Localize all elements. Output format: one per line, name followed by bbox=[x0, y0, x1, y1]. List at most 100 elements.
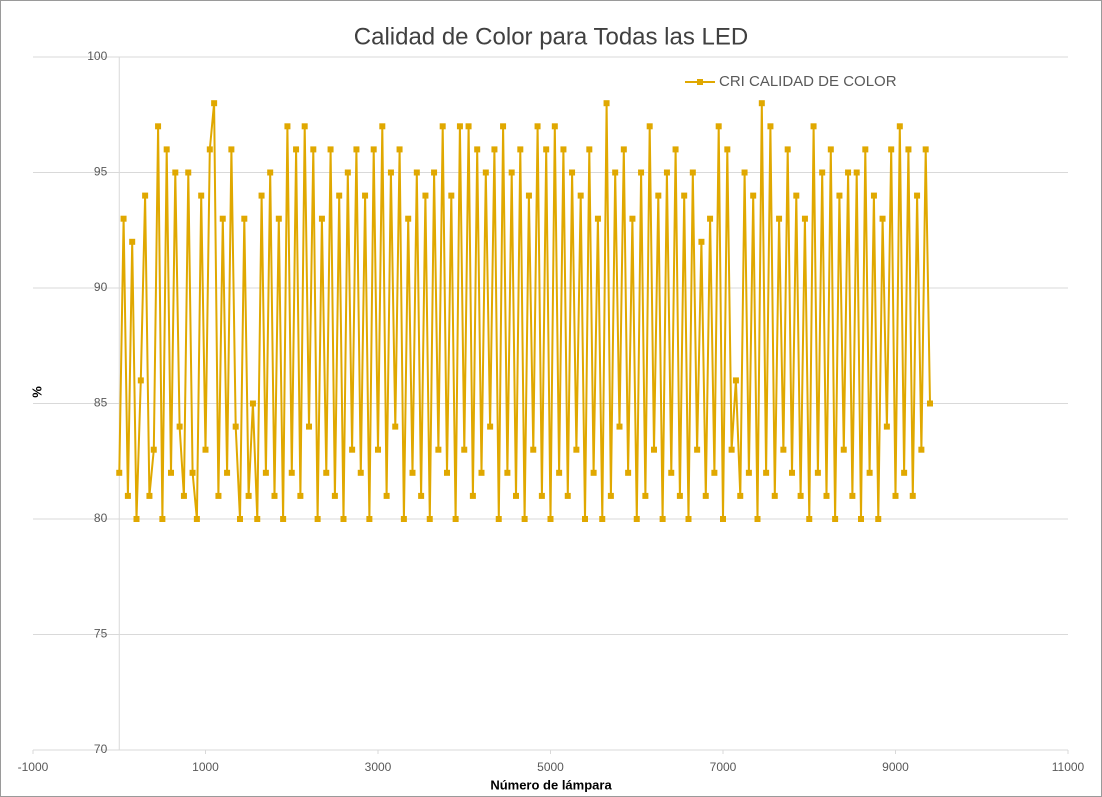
data-point bbox=[284, 123, 291, 130]
data-point bbox=[375, 446, 381, 453]
data-point bbox=[594, 215, 601, 222]
data-point bbox=[146, 492, 153, 499]
data-point bbox=[560, 146, 567, 153]
data-point bbox=[888, 146, 895, 153]
data-point bbox=[120, 215, 127, 222]
data-point bbox=[707, 215, 714, 222]
data-point bbox=[478, 469, 485, 476]
data-point bbox=[556, 469, 563, 476]
data-point bbox=[331, 492, 338, 499]
data-point bbox=[310, 146, 317, 153]
data-point bbox=[461, 446, 468, 453]
data-point bbox=[836, 192, 843, 199]
data-point bbox=[504, 469, 511, 476]
data-point bbox=[620, 146, 627, 153]
data-point bbox=[586, 146, 593, 153]
data-point bbox=[711, 469, 718, 476]
data-point bbox=[616, 423, 623, 430]
data-point bbox=[927, 400, 933, 407]
x-tick-label: 5000 bbox=[537, 760, 564, 774]
data-point bbox=[271, 492, 278, 499]
y-tick-label: 75 bbox=[94, 627, 108, 641]
data-point bbox=[258, 192, 265, 199]
data-point bbox=[638, 169, 645, 176]
data-point bbox=[456, 123, 463, 130]
data-point bbox=[801, 215, 808, 222]
data-point bbox=[780, 446, 787, 453]
data-point bbox=[500, 123, 507, 130]
data-point bbox=[288, 469, 295, 476]
data-point bbox=[318, 215, 325, 222]
data-point bbox=[418, 492, 425, 499]
data-point bbox=[892, 492, 899, 499]
data-point bbox=[905, 146, 912, 153]
data-point bbox=[784, 146, 791, 153]
data-point bbox=[193, 516, 200, 522]
data-point bbox=[245, 492, 252, 499]
data-point bbox=[336, 192, 343, 199]
legend-marker bbox=[697, 79, 703, 85]
data-point bbox=[832, 516, 839, 522]
data-point bbox=[262, 469, 269, 476]
data-point bbox=[349, 446, 356, 453]
data-point bbox=[676, 492, 683, 499]
data-point bbox=[819, 169, 826, 176]
data-point bbox=[823, 492, 830, 499]
data-point bbox=[172, 169, 179, 176]
y-tick-label: 80 bbox=[94, 511, 108, 525]
data-point bbox=[254, 516, 261, 522]
data-point bbox=[168, 469, 174, 476]
data-point bbox=[267, 169, 274, 176]
data-point bbox=[405, 215, 412, 222]
data-point bbox=[357, 469, 364, 476]
data-point bbox=[702, 492, 709, 499]
data-point bbox=[715, 123, 722, 130]
data-point bbox=[771, 492, 778, 499]
data-point bbox=[668, 469, 675, 476]
data-point bbox=[909, 492, 916, 499]
data-point bbox=[922, 146, 929, 153]
data-point bbox=[124, 492, 131, 499]
x-tick-label: 9000 bbox=[882, 760, 909, 774]
data-point bbox=[426, 516, 433, 522]
data-point bbox=[883, 423, 890, 430]
data-point bbox=[521, 516, 528, 522]
data-point bbox=[219, 215, 226, 222]
data-point bbox=[202, 446, 209, 453]
x-axis-title: Número de lámpara bbox=[490, 777, 612, 792]
x-tick-label: 11000 bbox=[1052, 760, 1085, 774]
data-point bbox=[180, 492, 187, 499]
data-point bbox=[176, 423, 183, 430]
data-point bbox=[237, 516, 243, 522]
data-point bbox=[487, 423, 494, 430]
data-point bbox=[469, 492, 476, 499]
y-tick-label: 85 bbox=[94, 396, 108, 410]
data-point bbox=[577, 192, 584, 199]
data-point bbox=[737, 492, 744, 499]
data-point bbox=[301, 123, 308, 130]
data-point bbox=[758, 100, 765, 107]
data-point bbox=[569, 169, 576, 176]
data-point bbox=[862, 146, 869, 153]
data-point bbox=[590, 469, 597, 476]
data-point bbox=[698, 238, 705, 245]
data-point bbox=[845, 169, 852, 176]
data-point bbox=[383, 492, 390, 499]
data-point bbox=[314, 516, 321, 522]
data-point bbox=[866, 469, 873, 476]
data-point bbox=[444, 469, 450, 476]
data-point bbox=[513, 492, 519, 499]
data-point bbox=[370, 146, 377, 153]
data-point bbox=[362, 192, 369, 199]
x-tick-label: -1000 bbox=[18, 760, 49, 774]
data-point bbox=[564, 492, 571, 499]
data-point bbox=[491, 146, 498, 153]
data-point bbox=[858, 516, 864, 522]
data-point bbox=[215, 492, 222, 499]
data-point bbox=[685, 516, 692, 522]
data-point bbox=[655, 192, 662, 199]
data-point bbox=[840, 446, 847, 453]
data-point bbox=[495, 516, 502, 522]
data-point bbox=[530, 446, 537, 453]
